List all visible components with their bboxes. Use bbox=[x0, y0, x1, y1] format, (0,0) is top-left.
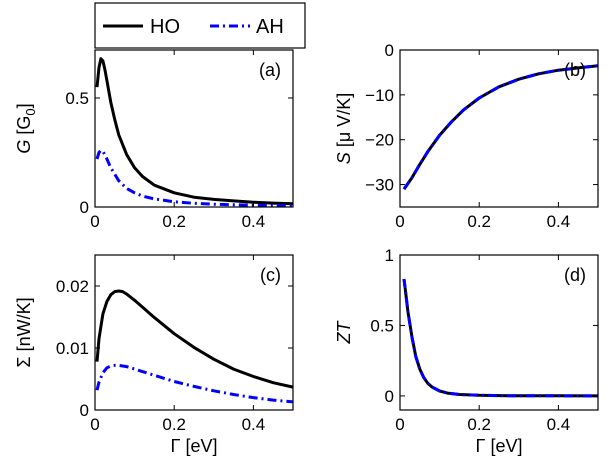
y-axis-label: Σ [nW/K] bbox=[14, 297, 34, 367]
x-tick-label: 0.4 bbox=[547, 212, 571, 231]
axes-frame bbox=[94, 254, 294, 411]
panel-c: 0 0.2 0.4 0 0.01 0.02 (c) Γ [eV] Σ [nW/K] bbox=[14, 254, 294, 456]
series-line-ho bbox=[402, 278, 599, 398]
legend: HO AH bbox=[94, 2, 306, 49]
panel-label: (d) bbox=[564, 265, 586, 285]
panel-b: 0 0.2 0.4 −30 −20 −10 0 (b) S [μ V/K] bbox=[334, 41, 599, 231]
axes-frame bbox=[399, 49, 599, 208]
y-tick-label: 0.5 bbox=[65, 89, 89, 108]
series-line-ah bbox=[402, 278, 599, 398]
x-tick-label: 0.4 bbox=[242, 415, 266, 434]
y-tick-label: 0.01 bbox=[56, 339, 89, 358]
x-tick-label: 0 bbox=[90, 212, 99, 231]
y-axis-label: S [μ V/K] bbox=[334, 93, 354, 164]
panel-label: (c) bbox=[260, 265, 281, 285]
axes-frame bbox=[94, 49, 294, 208]
y-tick-label: 0 bbox=[385, 387, 394, 406]
series-line-ho bbox=[95, 289, 294, 389]
series-line-ah bbox=[95, 148, 294, 208]
y-tick-label: 0.02 bbox=[56, 277, 89, 296]
y-axis-label: G [G0] bbox=[14, 103, 38, 153]
y-tick-label: 0 bbox=[80, 198, 89, 217]
x-tick-label: 0.2 bbox=[162, 415, 186, 434]
x-tick-label: 0.4 bbox=[242, 212, 266, 231]
y-axis-label: ZT bbox=[334, 320, 354, 345]
x-axis-label: Γ [eV] bbox=[171, 436, 218, 456]
y-tick-label: −30 bbox=[365, 176, 394, 195]
y-tick-label: −10 bbox=[365, 86, 394, 105]
x-tick-label: 0.4 bbox=[547, 415, 571, 434]
axes-frame bbox=[399, 254, 599, 411]
y-tick-label: 1 bbox=[385, 246, 394, 265]
panel-d: 0 0.2 0.4 0 0.5 1 (d) Γ [eV] ZT bbox=[334, 246, 599, 456]
series-line-ho bbox=[95, 57, 294, 206]
panel-label: (b) bbox=[564, 60, 586, 80]
y-tick-label: −20 bbox=[365, 131, 394, 150]
x-axis-label: Γ [eV] bbox=[476, 436, 523, 456]
y-tick-label: 0.5 bbox=[370, 316, 394, 335]
legend-label-ho: HO bbox=[150, 16, 180, 38]
x-tick-label: 0.2 bbox=[467, 212, 491, 231]
panel-a: 0 0.2 0.4 0 0.5 (a) G [G0] bbox=[14, 49, 294, 231]
series-line-ah bbox=[402, 64, 599, 190]
legend-label-ah: AH bbox=[256, 16, 284, 38]
y-tick-label: 0 bbox=[80, 401, 89, 420]
y-tick-label: 0 bbox=[385, 41, 394, 60]
series-line-ah bbox=[95, 363, 294, 404]
series-line-ho bbox=[402, 64, 599, 190]
x-tick-label: 0 bbox=[395, 212, 404, 231]
x-tick-label: 0.2 bbox=[467, 415, 491, 434]
x-tick-label: 0.2 bbox=[162, 212, 186, 231]
panel-label: (a) bbox=[259, 60, 281, 80]
x-tick-label: 0 bbox=[90, 415, 99, 434]
x-tick-label: 0 bbox=[395, 415, 404, 434]
